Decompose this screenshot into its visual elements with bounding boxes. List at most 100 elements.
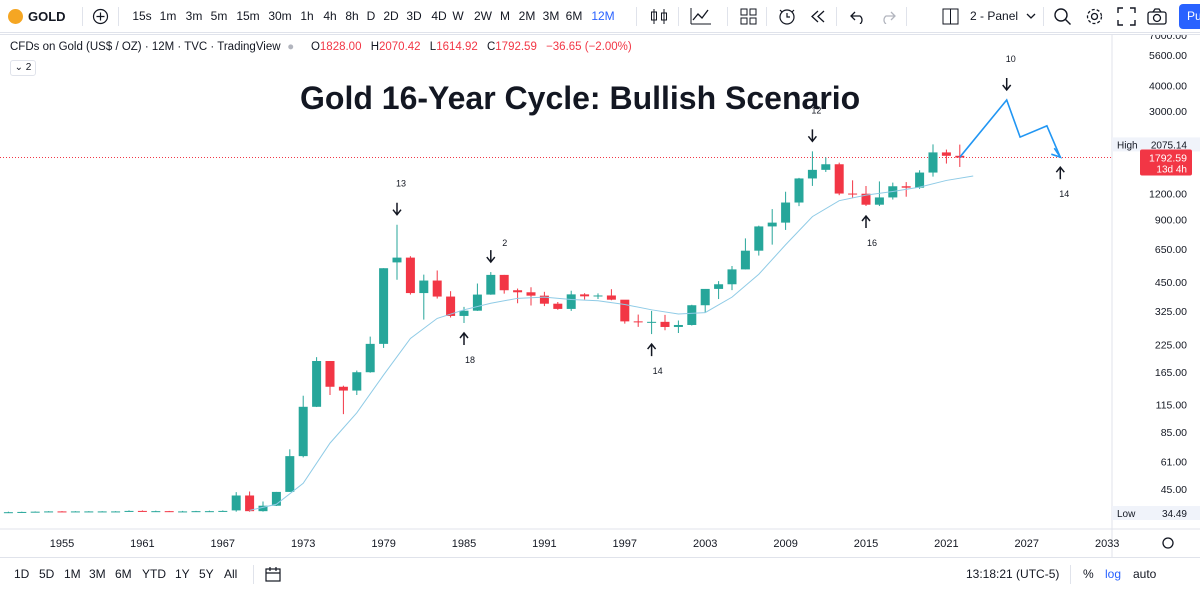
redo-icon[interactable] (880, 9, 896, 24)
cycle-top-arrow (1002, 77, 1012, 92)
price-tick-label: 7000.00 (1149, 35, 1187, 42)
candle-body (97, 511, 107, 513)
toolbar-divider (836, 7, 837, 26)
candle-body (794, 178, 804, 203)
time-tick-label: 2009 (773, 538, 797, 550)
interval-2m-button[interactable]: 2M (518, 9, 536, 23)
compare-add-icon[interactable] (92, 8, 109, 25)
candle-body (566, 294, 576, 309)
interval-3d-button[interactable]: 3D (406, 9, 422, 23)
candle-body (137, 510, 147, 512)
undo-icon[interactable] (850, 9, 866, 24)
price-tick-label: 225.00 (1155, 339, 1187, 351)
log-scale-button[interactable]: log (1105, 567, 1122, 581)
indicators-icon[interactable] (690, 7, 712, 26)
time-tick-label: 1967 (211, 538, 235, 550)
interval-2d-button[interactable]: 2D (383, 9, 399, 23)
candle-body (727, 269, 737, 285)
moving-average-line (249, 175, 974, 511)
interval-12m-button[interactable]: 12M (591, 9, 615, 23)
indicators-toggle-button[interactable]: ⌄ 2 (10, 60, 36, 76)
interval-1m-button[interactable]: 1m (159, 9, 177, 23)
range-1m-button[interactable]: 1M (64, 567, 81, 581)
time-tick-label: 1961 (130, 538, 154, 550)
chevron-down-icon[interactable] (1026, 13, 1036, 21)
interval-m-button[interactable]: M (500, 9, 510, 23)
cycle-bottom-arrow (459, 331, 469, 346)
auto-scale-button[interactable]: auto (1133, 567, 1157, 581)
interval-2w-button[interactable]: 2W (474, 9, 492, 23)
cycle-label: 12 (811, 105, 821, 115)
replay-icon[interactable] (810, 9, 826, 24)
legend-title[interactable]: CFDs on Gold (US$ / OZ) · 12M · TVC · Tr… (10, 41, 281, 53)
camera-icon[interactable] (1147, 8, 1167, 25)
gear-icon[interactable] (1085, 7, 1104, 26)
low-marker-value: 34.49 (1162, 509, 1187, 520)
interval-15s-button[interactable]: 15s (132, 9, 152, 23)
toolbar-divider (906, 7, 907, 26)
symbol-search-button[interactable]: GOLD (28, 9, 66, 24)
interval-3m-button[interactable]: 3m (185, 9, 203, 23)
clock-timezone[interactable]: 13:18:21 (UTC-5) (966, 567, 1060, 581)
interval-3m-button[interactable]: 3M (542, 9, 560, 23)
range-3m-button[interactable]: 3M (89, 567, 106, 581)
cycle-label: 2 (502, 238, 507, 248)
cycle-bottom-arrow (1055, 165, 1065, 180)
range-all-button[interactable]: All (224, 567, 238, 581)
candle-body (486, 274, 496, 295)
range-5y-button[interactable]: 5Y (199, 567, 214, 581)
axis-settings-gear-icon[interactable] (1162, 537, 1174, 549)
close-label: C (486, 41, 496, 53)
range-1y-button[interactable]: 1Y (175, 567, 190, 581)
interval-w-button[interactable]: W (452, 9, 464, 23)
layout-select[interactable]: 2 - Panel (970, 9, 1019, 23)
range-ytd-button[interactable]: YTD (142, 567, 166, 581)
candles-chart-type-icon[interactable] (650, 8, 668, 25)
candle-body (874, 197, 884, 205)
interval-d-button[interactable]: D (366, 9, 376, 23)
publish-button[interactable]: Pu (1179, 4, 1200, 29)
interval-1h-button[interactable]: 1h (300, 9, 314, 23)
candle-body (298, 406, 308, 457)
price-tick-label: 5600.00 (1149, 50, 1187, 62)
range-5d-button[interactable]: 5D (39, 567, 55, 581)
interval-8h-button[interactable]: 8h (345, 9, 359, 23)
percent-scale-button[interactable]: % (1083, 567, 1094, 581)
candle-body (446, 296, 456, 316)
toolbar-divider (82, 7, 83, 26)
interval-6m-button[interactable]: 6M (565, 9, 583, 23)
price-tick-label: 325.00 (1155, 306, 1187, 318)
templates-grid-icon[interactable] (740, 8, 757, 25)
interval-4h-button[interactable]: 4h (323, 9, 337, 23)
candle-body (781, 202, 791, 223)
candle-body (151, 511, 161, 513)
candle-body (767, 222, 777, 227)
range-6m-button[interactable]: 6M (115, 567, 132, 581)
layout-panel-icon[interactable] (942, 8, 959, 25)
chart-canvas[interactable]: 13 18 2 14 12 16 10 14 7000.00 5600.00 4000.00 3000… (0, 35, 1200, 558)
range-1d-button[interactable]: 1D (14, 567, 30, 581)
cycle-top-arrow (807, 129, 817, 143)
time-tick-label: 2027 (1015, 538, 1039, 550)
cycle-top-arrow (486, 250, 496, 264)
toolbar-divider (253, 565, 254, 584)
price-tick-label: 1200.00 (1149, 189, 1187, 201)
candle-body (499, 274, 509, 291)
candle-body (258, 505, 268, 512)
alert-clock-icon[interactable] (777, 7, 797, 26)
interval-5m-button[interactable]: 5m (210, 9, 228, 23)
search-icon[interactable] (1053, 7, 1072, 26)
fullscreen-icon[interactable] (1117, 7, 1136, 26)
time-tick-label: 2003 (693, 538, 717, 550)
low-value: 1614.92 (436, 41, 478, 53)
interval-4d-button[interactable]: 4D (431, 9, 447, 23)
open-label: O (310, 41, 320, 53)
chart-pane[interactable]: 13 18 2 14 12 16 10 14 7000.00 5600.00 4000.00 3000… (0, 34, 1200, 558)
candle-body (111, 511, 121, 513)
interval-15m-button[interactable]: 15m (236, 9, 260, 23)
candle-body (807, 169, 817, 179)
date-range-icon[interactable] (265, 567, 281, 582)
interval-30m-button[interactable]: 30m (268, 9, 292, 23)
candle-body (593, 295, 603, 297)
top-toolbar: GOLD 15s 1m 3m 5m 15m 30m 1h 4h 8h D 2D 3D 4D W 2W M 2M 3… (0, 0, 1200, 33)
